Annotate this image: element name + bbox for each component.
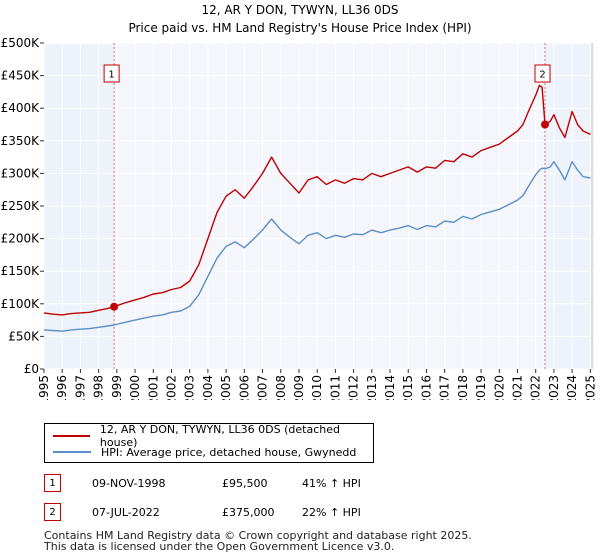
- x-tick-label: 2017: [438, 375, 452, 400]
- x-tick-label: 2022: [529, 375, 543, 400]
- x-tick-label: 2012: [347, 375, 361, 400]
- footer-copyright: Contains HM Land Registry data © Crown c…: [44, 529, 472, 542]
- y-tick-label: £100K: [1, 297, 41, 311]
- y-tick-label: £200K: [1, 232, 41, 246]
- x-tick-label: 2024: [565, 375, 579, 400]
- y-tick-label: £350K: [1, 134, 41, 148]
- x-tick-label: 2003: [183, 375, 197, 400]
- x-tick-label: 2020: [492, 375, 506, 400]
- x-tick-label: 2018: [456, 375, 470, 400]
- x-tick-label: 2013: [365, 375, 379, 400]
- transaction-date: 09-NOV-1998: [92, 476, 166, 490]
- transaction-price: £375,000: [222, 505, 275, 519]
- sale-label: 2: [539, 70, 545, 81]
- transaction-hpi: 41% ↑ HPI: [302, 476, 361, 490]
- transaction-hpi: 22% ↑ HPI: [302, 505, 361, 519]
- footer: Contains HM Land Registry data © Crown c…: [44, 530, 472, 552]
- y-tick-label: £450K: [1, 69, 41, 83]
- transaction-marker: 2: [44, 503, 61, 521]
- series-line-hpi: [43, 160, 591, 332]
- x-tick-label: 2009: [292, 375, 306, 400]
- y-tick-label: £0: [24, 362, 39, 376]
- sale-point: [110, 302, 119, 311]
- x-tick-label: 2025: [583, 375, 597, 400]
- y-tick-label: £400K: [1, 101, 41, 115]
- legend-item-hpi: HPI: Average price, detached house, Gwyn…: [53, 444, 356, 460]
- chart-subtitle: Price paid vs. HM Land Registry's House …: [128, 21, 471, 35]
- price-chart: £0 £50K £100K £150K £200K £250K £300K £350K £400…: [1, 3, 598, 400]
- transaction-row: 2 07-JUL-2022 £375,000 22% ↑ HPI: [44, 502, 361, 522]
- y-tick-label: £300K: [1, 166, 41, 180]
- x-tick-label: 1997: [73, 375, 87, 400]
- x-tick-label: 2023: [547, 375, 561, 400]
- transaction-price: £95,500: [222, 476, 268, 490]
- x-tick-label: 2016: [419, 375, 433, 400]
- x-tick-label: 2010: [310, 375, 324, 400]
- x-tick-label: 2006: [237, 375, 251, 400]
- legend-label-property: 12, AR Y DON, TYWYN, LL36 0DS (detached …: [99, 423, 340, 449]
- legend: 12, AR Y DON, TYWYN, LL36 0DS (detached …: [44, 423, 374, 463]
- sale-label-box: [103, 64, 120, 83]
- transaction-row: 1 09-NOV-1998 £95,500 41% ↑ HPI: [44, 473, 361, 493]
- x-tick-label: 2021: [511, 375, 525, 400]
- transaction-date: 07-JUL-2022: [92, 505, 160, 519]
- footer-licence: This data is licensed under the Open Gov…: [44, 540, 395, 553]
- x-tick-label: 2004: [201, 375, 215, 400]
- y-tick-label: £150K: [1, 264, 41, 278]
- x-tick-label: 2005: [219, 375, 233, 400]
- sale-label: 1: [108, 70, 114, 81]
- x-tick-label: 2002: [164, 375, 178, 400]
- x-tick-label: 2007: [256, 375, 270, 400]
- x-tick-label: 2014: [383, 375, 397, 400]
- sale-point: [541, 120, 550, 129]
- series-line-property: [43, 84, 591, 316]
- legend-item-property: 12, AR Y DON, TYWYN, LL36 0DS (detached …: [53, 423, 373, 449]
- legend-label-hpi: HPI: Average price, detached house, Gwyn…: [101, 445, 357, 459]
- x-tick-label: 1995: [37, 375, 51, 400]
- x-tick-label: 1998: [92, 375, 106, 400]
- x-tick-label: 2019: [474, 375, 488, 400]
- transaction-marker: 1: [44, 474, 61, 492]
- legend-line-property: [53, 435, 90, 437]
- x-tick-label: 2011: [328, 375, 342, 400]
- chart-title: 12, AR Y DON, TYWYN, LL36 0DS: [201, 3, 398, 17]
- legend-line-hpi: [53, 451, 91, 453]
- y-tick-label: £500K: [1, 36, 41, 50]
- sale-label-box: [534, 64, 551, 83]
- x-tick-label: 2000: [128, 375, 142, 400]
- y-tick-label: £250K: [1, 199, 41, 213]
- x-tick-label: 2008: [274, 375, 288, 400]
- x-tick-label: 1996: [55, 375, 69, 400]
- x-tick-label: 2015: [401, 375, 415, 400]
- x-tick-label: 1999: [110, 375, 124, 400]
- y-tick-label: £50K: [8, 329, 40, 343]
- x-tick-label: 2001: [146, 375, 160, 400]
